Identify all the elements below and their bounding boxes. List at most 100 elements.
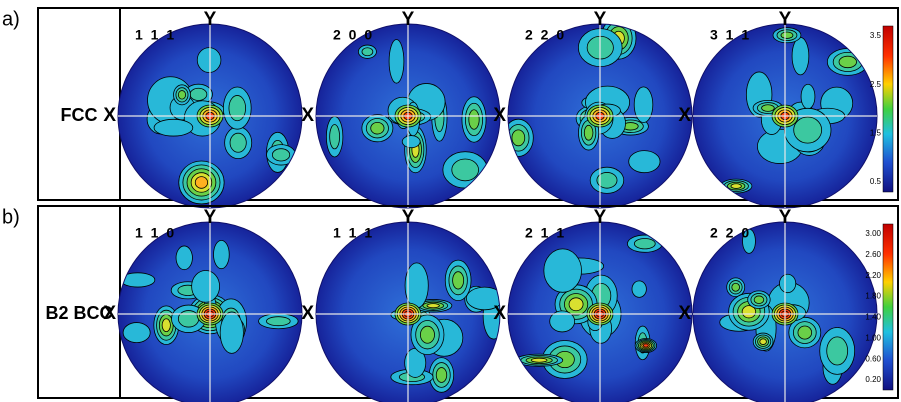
contour [189, 87, 208, 101]
y-axis-label: Y [594, 207, 607, 228]
contour [451, 158, 479, 182]
contour [177, 310, 200, 328]
contour [741, 305, 757, 319]
contour [549, 310, 576, 333]
contour [780, 31, 794, 39]
y-axis-label: Y [402, 9, 415, 30]
contour [800, 83, 816, 110]
y-axis-label: Y [594, 9, 607, 30]
contour [583, 124, 594, 141]
contour [468, 109, 480, 130]
contour [120, 272, 156, 288]
contour [271, 148, 291, 162]
contour [401, 135, 421, 149]
x-axis-label: X [678, 303, 691, 324]
contour [122, 322, 151, 344]
contour [175, 245, 193, 271]
pole-label: 1 1 1 [333, 225, 374, 241]
colorbar-tick-label: 3.5 [870, 31, 882, 40]
contour [452, 271, 465, 290]
contour [229, 132, 247, 153]
contour [530, 357, 548, 363]
panel-label: a) [2, 8, 20, 30]
y-axis-label: Y [779, 9, 792, 30]
x-axis-label: X [103, 105, 116, 126]
contour [361, 47, 374, 57]
contour [419, 325, 435, 344]
contour [797, 325, 813, 340]
contour [177, 90, 187, 100]
pole-label: 2 0 0 [333, 27, 374, 43]
contour [219, 311, 244, 354]
pole-figure [508, 24, 692, 208]
colorbar-tick-label: 1.40 [865, 313, 881, 322]
contour [761, 104, 775, 112]
x-axis-label: X [493, 303, 506, 324]
colorbar-tick-label: 3.00 [865, 229, 881, 238]
colorbar-tick-label: 2.20 [865, 271, 881, 280]
contour [329, 124, 340, 150]
colorbar-tick-label: 1.5 [870, 128, 882, 137]
colorbar-tick-label: 1.00 [865, 333, 881, 342]
pole-label: 1 1 0 [135, 225, 176, 241]
colorbar-tick-label: 0.60 [865, 354, 881, 363]
contour [161, 318, 171, 333]
contour [642, 343, 649, 348]
colorbar [882, 25, 894, 193]
contour [759, 338, 767, 345]
contour [596, 172, 618, 189]
pole-figure [316, 222, 500, 402]
contour [791, 36, 810, 76]
colorbar-tick-label: 1.80 [865, 292, 881, 301]
y-axis-label: Y [204, 207, 217, 228]
colorbar-tick-label: 2.5 [870, 80, 882, 89]
contour [631, 280, 647, 298]
contour [196, 47, 222, 73]
x-axis-label: X [678, 105, 691, 126]
contour [633, 86, 654, 123]
pole-label: 3 1 1 [710, 27, 751, 43]
contour [779, 273, 797, 294]
x-axis-label: X [103, 303, 116, 324]
panel-frame [37, 205, 899, 399]
x-axis-label: X [493, 105, 506, 126]
pole-label: 2 1 1 [525, 225, 566, 241]
pole-label: 1 1 1 [135, 27, 176, 43]
contour [370, 122, 385, 135]
contour [465, 286, 500, 311]
x-axis-label: X [301, 105, 314, 126]
contour [213, 239, 230, 270]
row-label: B2 BCC [45, 303, 112, 323]
contour [153, 118, 194, 137]
contour [191, 270, 220, 303]
contour [194, 176, 209, 189]
contour [435, 367, 448, 383]
contour [266, 316, 291, 327]
contour [228, 95, 247, 122]
contour [628, 150, 661, 174]
contour [568, 297, 584, 312]
y-axis-label: Y [779, 207, 792, 228]
contour [753, 295, 765, 304]
contour [730, 183, 742, 189]
contour [793, 116, 823, 144]
contour [838, 55, 857, 69]
y-axis-label: Y [204, 9, 217, 30]
x-axis-label: X [301, 303, 314, 324]
colorbar [882, 223, 894, 391]
panel-frame [37, 7, 899, 201]
colorbar-tick-label: 2.60 [865, 250, 881, 259]
pole-label: 2 2 0 [710, 225, 751, 241]
panel-label: b) [2, 206, 20, 228]
y-axis-label: Y [402, 207, 415, 228]
contour [511, 129, 526, 147]
pole-label: 2 2 0 [525, 27, 566, 43]
contour [633, 238, 656, 250]
colorbar-tick-label: 0.20 [865, 375, 881, 384]
contour [731, 282, 740, 292]
colorbar-tick-label: 0.5 [870, 177, 882, 186]
contour [543, 248, 582, 293]
contour [426, 303, 440, 309]
contour [388, 39, 405, 84]
